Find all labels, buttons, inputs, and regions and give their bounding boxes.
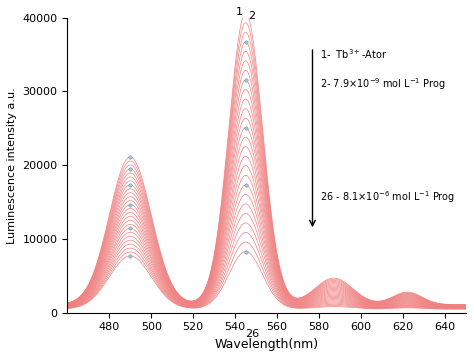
Text: 1: 1 xyxy=(236,7,243,17)
Text: 2- 7.9×10$^{-9}$ mol L$^{-1}$ Prog: 2- 7.9×10$^{-9}$ mol L$^{-1}$ Prog xyxy=(320,77,447,92)
Text: 26 - 8.1×10$^{-6}$ mol L$^{-1}$ Prog: 26 - 8.1×10$^{-6}$ mol L$^{-1}$ Prog xyxy=(320,189,456,205)
Text: 26: 26 xyxy=(245,329,259,339)
Text: 1-  Tb$^{3+}$-Ator: 1- Tb$^{3+}$-Ator xyxy=(320,47,388,61)
Y-axis label: Luminescence intensity a.u.: Luminescence intensity a.u. xyxy=(7,87,17,243)
X-axis label: Wavelength(nm): Wavelength(nm) xyxy=(215,338,319,351)
Text: 2: 2 xyxy=(248,11,255,21)
